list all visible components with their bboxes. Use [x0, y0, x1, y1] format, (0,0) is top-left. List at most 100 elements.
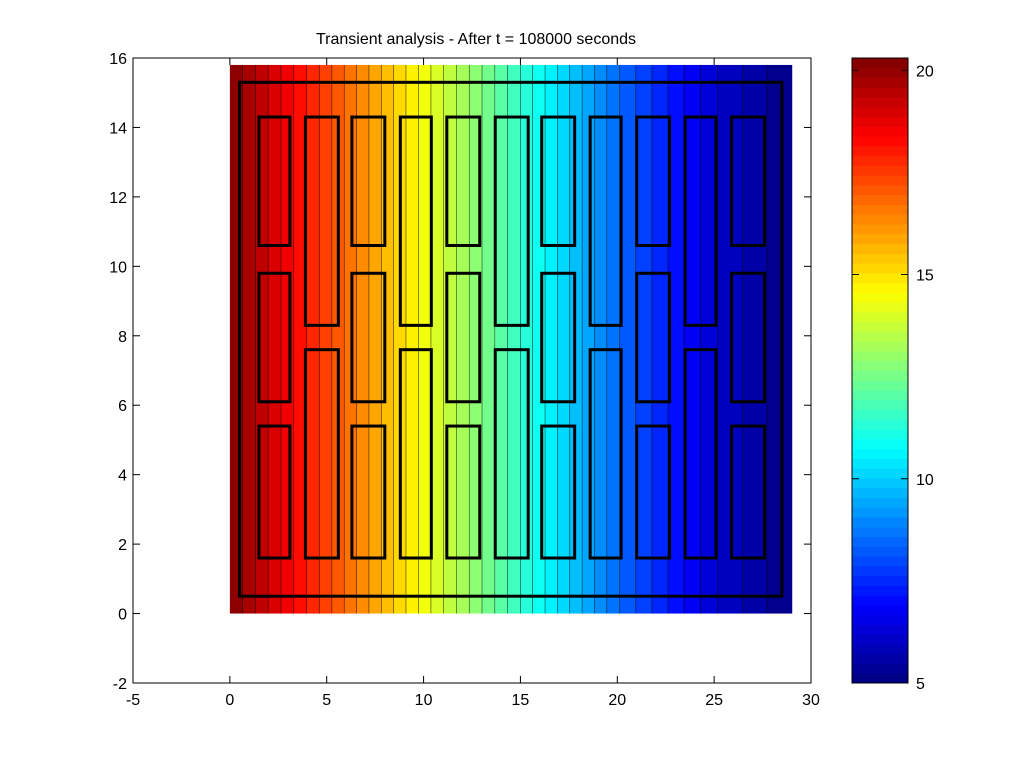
colorbar-segment [852, 614, 908, 625]
field-band [280, 64, 295, 614]
colorbar-segment [852, 380, 908, 391]
block-outline [445, 424, 482, 560]
y-tick-label: 10 [109, 259, 127, 276]
field-band [393, 64, 407, 614]
field-band [651, 64, 669, 614]
colorbar-segment [852, 116, 908, 127]
colorbar-segment [852, 497, 908, 508]
colorbar-segment [852, 399, 908, 411]
y-tick-label: 6 [118, 398, 127, 415]
x-tick-label: 0 [225, 692, 234, 709]
colorbar-segment [852, 477, 908, 489]
colorbar-segment [852, 67, 908, 79]
field-band [619, 64, 637, 614]
field-band [381, 64, 395, 614]
block-outline [350, 271, 387, 404]
block-outline [588, 115, 623, 327]
y-tick-label: 12 [109, 190, 127, 207]
field-band [319, 64, 333, 614]
colorbar-segment [852, 145, 908, 157]
field-band [507, 64, 521, 614]
block-outline [588, 348, 623, 560]
colorbar-segment [852, 429, 908, 440]
colorbar-segment [852, 204, 908, 215]
field-band [368, 64, 382, 614]
field-band [430, 64, 445, 614]
colorbar-segment [852, 390, 908, 401]
block-outline [445, 271, 482, 404]
field-band [293, 64, 308, 614]
y-tick-label: 0 [118, 607, 127, 624]
block-outline [257, 424, 292, 560]
block-outline [257, 271, 292, 404]
colorbar-segment [852, 263, 908, 274]
colorbar-segment [852, 214, 908, 225]
x-tick-label: 15 [512, 692, 530, 709]
colorbar-segment [852, 272, 908, 284]
y-tick-label: 16 [109, 51, 127, 68]
field-band [668, 64, 685, 614]
colorbar-segment [852, 184, 908, 196]
colorbar-tick-label: 15 [916, 268, 934, 285]
colorbar-segment [852, 409, 908, 420]
block-outline [635, 424, 672, 560]
field-band [306, 64, 320, 614]
colorbar-segment [852, 165, 908, 176]
colorbar-segment [852, 175, 908, 186]
field-band [582, 64, 596, 614]
x-axis-ticks: -5 0 5 10 15 20 25 30 [126, 58, 820, 709]
field-band [684, 64, 701, 614]
colorbar-segment [852, 595, 908, 606]
colorbar-segment [852, 673, 908, 684]
colorbar-segment [852, 370, 908, 381]
axes-box [132, 57, 812, 684]
x-tick-label: 20 [608, 692, 626, 709]
colorbar-segment [852, 106, 908, 118]
block-outline [683, 115, 718, 327]
field-band [545, 64, 558, 614]
x-tick-label: 10 [415, 692, 433, 709]
field-band [532, 64, 546, 614]
colorbar-segment [852, 97, 908, 108]
colorbar-tick-label: 5 [916, 676, 925, 693]
colorbar-segment [852, 224, 908, 235]
colorbar-segment [852, 487, 908, 498]
field-band [356, 64, 370, 614]
field-band [494, 64, 509, 614]
colorbar-segment [852, 194, 908, 205]
colorbar-segment [852, 136, 908, 147]
x-tick-label: -5 [126, 692, 140, 709]
colorbar-segment [852, 282, 908, 293]
field-band [594, 64, 608, 614]
field-band [766, 64, 793, 614]
colorbar-segment [852, 360, 908, 371]
block-outline [683, 348, 718, 560]
field-band [456, 64, 470, 614]
colorbar-segment [852, 302, 908, 313]
temperature-field [229, 64, 793, 614]
x-tick-label: 5 [322, 692, 331, 709]
colorbar-segment [852, 634, 908, 645]
block-outline [730, 115, 767, 248]
field-band [229, 64, 244, 614]
colorbar-segment [852, 253, 908, 264]
field-band [557, 64, 571, 614]
block-outline [730, 424, 767, 560]
outer-boundary [238, 80, 784, 598]
block-outline [730, 271, 767, 404]
block-outline [350, 424, 387, 560]
y-axis-ticks: -2 0 2 4 6 8 10 12 14 16 [109, 51, 811, 693]
colorbar-segment [852, 546, 908, 557]
colorbar-segment [852, 468, 908, 479]
colorbar-segment [852, 243, 908, 254]
colorbar-segment [852, 77, 908, 88]
field-band [482, 64, 496, 614]
colorbar-segment [852, 643, 908, 655]
field-band [405, 64, 419, 614]
colorbar-segment [852, 341, 908, 352]
colorbar-segment [852, 87, 908, 98]
colorbar-segment [852, 575, 908, 586]
colorbar-segment [852, 565, 908, 577]
colorbar-segment [852, 604, 908, 616]
block-outline [445, 115, 482, 248]
